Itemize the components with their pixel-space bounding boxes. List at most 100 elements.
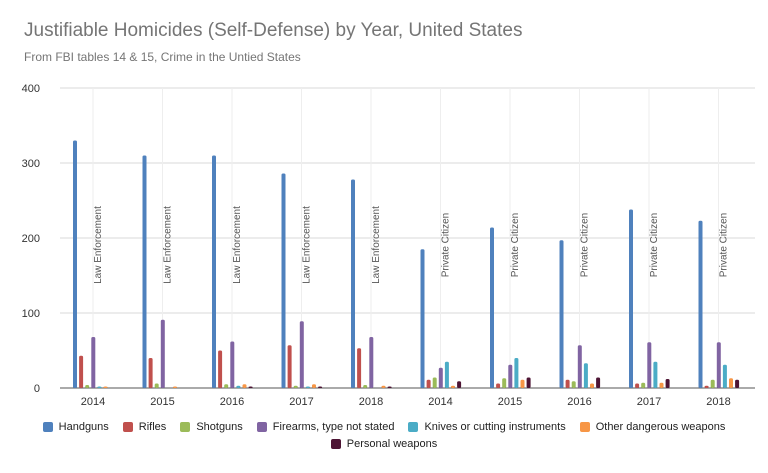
legend-item: Shotguns	[180, 421, 243, 433]
bar-handguns	[698, 220, 703, 388]
legend-item: Other dangerous weapons	[579, 421, 726, 433]
bar-rifles	[148, 358, 153, 388]
bar-other-dangerous-weapons	[173, 386, 177, 388]
bar-rifles	[704, 385, 709, 388]
bar-shotguns	[571, 381, 576, 388]
bar-shotguns	[502, 378, 507, 388]
bar-rifles	[426, 379, 431, 388]
group-label: Private Citizen	[510, 213, 521, 277]
legend-swatch	[256, 422, 267, 432]
legend-swatch	[42, 422, 53, 432]
bar-rifles	[565, 379, 570, 388]
legend-item: Knives or cutting instruments	[408, 421, 566, 433]
x-tick-label: 2016	[220, 396, 244, 408]
bar-other-dangerous-weapons	[103, 386, 108, 388]
legend: Handguns Rifles Shotguns Firearms, type not…	[0, 421, 768, 433]
bar-rifles	[496, 383, 501, 388]
x-tick-label: 2016	[567, 396, 591, 408]
group-label: Law Enforcement	[232, 206, 243, 284]
legend-label: Firearms, type not stated	[272, 421, 395, 433]
bar-handguns	[212, 155, 216, 388]
group-label: Private Citizen	[649, 213, 660, 277]
bar-knives-or-cutting-instruments	[305, 386, 310, 388]
bar-knives-or-cutting-instruments	[236, 385, 241, 388]
legend-item: Rifles	[122, 421, 167, 433]
group-label: Law Enforcement	[93, 206, 104, 284]
group-label: Law Enforcement	[163, 206, 174, 284]
legend-item: Firearms, type not stated	[256, 421, 395, 433]
bar-other-dangerous-weapons	[381, 385, 386, 388]
bar-handguns	[281, 173, 286, 388]
bar-shotguns	[710, 379, 715, 388]
bar-firearms-type-not-stated	[647, 342, 652, 388]
bar-rifles	[357, 348, 362, 388]
bar-rifles	[79, 355, 84, 388]
bar-shotguns	[293, 385, 298, 388]
bar-handguns	[629, 209, 633, 388]
x-tick-label: 2015	[498, 396, 522, 408]
bar-personal-weapons	[387, 386, 392, 388]
y-tick-label: 100	[22, 308, 40, 320]
bar-shotguns	[432, 377, 437, 388]
bar-handguns	[420, 249, 425, 388]
y-tick-label: 200	[22, 233, 40, 245]
x-tick-label: 2015	[150, 396, 174, 408]
legend-item: Personal weapons	[330, 438, 438, 450]
legend-label: Other dangerous weapons	[595, 421, 726, 433]
bar-other-dangerous-weapons	[242, 384, 247, 388]
bar-shotguns	[85, 385, 90, 388]
legend-label: Handguns	[58, 421, 109, 433]
bar-firearms-type-not-stated	[369, 337, 374, 388]
bar-personal-weapons	[596, 377, 601, 388]
y-tick-label: 0	[34, 383, 40, 395]
legend-swatch	[579, 422, 590, 432]
chart-subtitle: From FBI tables 14 & 15, Crime in the Un…	[24, 50, 301, 64]
legend-swatch	[122, 422, 133, 432]
x-tick-label: 2017	[289, 396, 313, 408]
bar-shotguns	[363, 385, 368, 388]
bar-knives-or-cutting-instruments	[514, 358, 519, 388]
bar-firearms-type-not-stated	[230, 341, 235, 388]
legend-label: Personal weapons	[346, 438, 438, 450]
x-tick-label: 2018	[706, 396, 730, 408]
bar-shotguns	[641, 382, 646, 388]
bar-shotguns	[224, 384, 229, 388]
bar-other-dangerous-weapons	[520, 379, 525, 388]
legend-swatch	[180, 422, 191, 432]
x-tick-label: 2014	[428, 396, 452, 408]
bar-other-dangerous-weapons	[451, 385, 455, 388]
legend-swatch	[330, 439, 341, 449]
x-tick-label: 2014	[81, 396, 105, 408]
bar-firearms-type-not-stated	[508, 364, 513, 388]
bar-rifles	[287, 345, 292, 388]
legend-swatch	[408, 422, 419, 432]
y-tick-label: 400	[22, 83, 40, 95]
bar-firearms-type-not-stated	[577, 345, 582, 388]
bar-personal-weapons	[457, 381, 462, 388]
bar-other-dangerous-weapons	[729, 378, 733, 388]
legend-row-2: Personal weapons	[0, 438, 768, 450]
group-label: Law Enforcement	[371, 206, 382, 284]
bar-personal-weapons	[735, 379, 740, 388]
group-label: Private Citizen	[580, 213, 591, 277]
bar-rifles	[218, 350, 223, 388]
bar-other-dangerous-weapons	[312, 384, 316, 388]
bar-handguns	[351, 179, 355, 388]
bar-other-dangerous-weapons	[590, 383, 594, 388]
bar-knives-or-cutting-instruments	[444, 361, 449, 388]
bar-rifles	[635, 383, 640, 388]
bar-personal-weapons	[665, 379, 670, 388]
x-tick-label: 2017	[637, 396, 661, 408]
legend-label: Knives or cutting instruments	[424, 421, 566, 433]
legend-label: Rifles	[138, 421, 167, 433]
bar-personal-weapons	[248, 386, 253, 388]
bar-handguns	[490, 227, 494, 388]
bar-knives-or-cutting-instruments	[653, 361, 658, 388]
legend-label: Shotguns	[196, 421, 243, 433]
x-tick-label: 2018	[359, 396, 383, 408]
bar-handguns	[559, 240, 564, 388]
bar-personal-weapons	[318, 386, 323, 388]
bar-firearms-type-not-stated	[299, 321, 304, 388]
